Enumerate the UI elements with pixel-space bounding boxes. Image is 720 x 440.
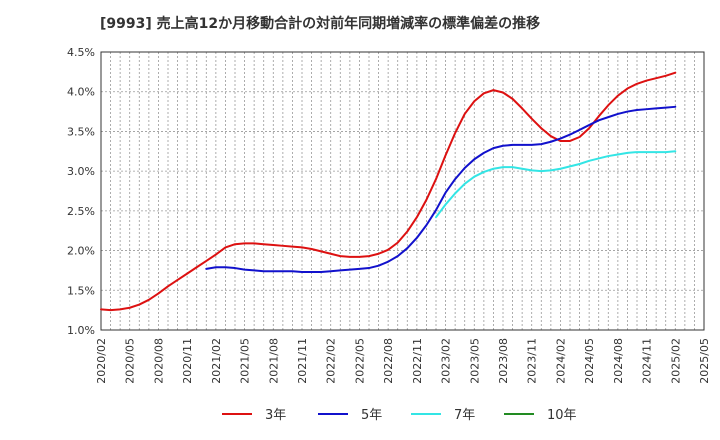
y-tick-label: 4.5% [67, 46, 95, 59]
x-tick-label: 2023/11 [526, 338, 539, 384]
x-tick-label: 2023/05 [468, 338, 481, 384]
x-tick-label: 2024/11 [641, 338, 654, 384]
x-tick-label: 2022/08 [382, 338, 395, 384]
x-tick-label: 2020/08 [152, 338, 165, 384]
chart-title: [9993] 売上高12か月移動合計の対前年同期増減率の標準偏差の推移 [100, 15, 540, 32]
x-tick-label: 2021/05 [239, 338, 252, 384]
series-line-0 [100, 71, 677, 312]
legend-label-2: 7年 [454, 408, 475, 423]
x-tick-label: 2022/05 [353, 338, 366, 384]
x-tick-label: 2021/11 [296, 338, 309, 384]
x-tick-label: 2025/05 [698, 338, 711, 384]
y-tick-label: 2.0% [67, 245, 95, 258]
legend: 3年 5年 7年 10年 [222, 408, 577, 423]
y-tick-label: 3.0% [67, 165, 95, 178]
plot-frame [100, 51, 705, 331]
y-tick-label: 1.0% [67, 324, 95, 337]
x-tick-label: 2023/02 [440, 338, 453, 384]
y-tick-label: 1.5% [67, 284, 95, 297]
legend-label-0: 3年 [265, 408, 286, 423]
x-tick-label: 2022/02 [325, 338, 338, 384]
series-line-1 [205, 105, 677, 274]
series-line-2 [435, 150, 677, 219]
x-tick-label: 2020/11 [181, 338, 194, 384]
x-tick-label: 2023/08 [497, 338, 510, 384]
series-lines [100, 71, 677, 312]
y-tick-label: 4.0% [67, 86, 95, 99]
x-tick-label: 2020/02 [95, 338, 108, 384]
y-tick-label: 3.5% [67, 125, 95, 138]
x-tick-label: 2021/02 [210, 338, 223, 384]
grid [101, 52, 704, 330]
legend-label-3: 10年 [547, 408, 577, 423]
legend-label-1: 5年 [361, 408, 382, 423]
x-tick-label: 2025/02 [669, 338, 682, 384]
x-tick-label: 2024/05 [583, 338, 596, 384]
x-tick-label: 2020/05 [124, 338, 137, 384]
y-axis-ticks: 1.0% 1.5% 2.0% 2.5% 3.0% 3.5% 4.0% 4.5% [67, 46, 95, 337]
x-axis-ticks: 2020/02 2020/05 2020/08 2020/11 2021/02 2021/… [95, 338, 711, 384]
x-tick-label: 2024/02 [554, 338, 567, 384]
x-tick-label: 2022/11 [411, 338, 424, 384]
x-tick-label: 2024/08 [612, 338, 625, 384]
y-tick-label: 2.5% [67, 205, 95, 218]
x-tick-label: 2021/08 [267, 338, 280, 384]
